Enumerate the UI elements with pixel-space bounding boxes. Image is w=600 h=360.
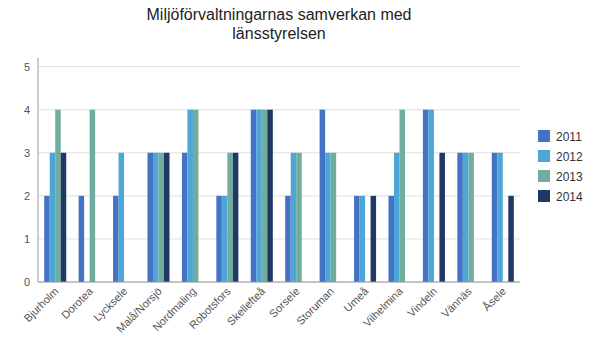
x-tick-label: Vilhelmina — [361, 284, 406, 329]
grid-line — [38, 238, 520, 239]
bar — [492, 153, 498, 282]
bar — [50, 153, 56, 282]
x-tick-label: Bjurholm — [21, 285, 60, 324]
legend-label: 2012 — [556, 150, 583, 164]
bar — [439, 153, 445, 282]
bars — [44, 110, 514, 282]
x-tick-label: Storuman — [294, 285, 336, 327]
y-tick-label: 4 — [24, 104, 30, 116]
legend: 2011 2012 2013 2014 — [538, 130, 583, 204]
legend-swatch — [538, 170, 550, 182]
bar — [267, 110, 273, 282]
legend-swatch — [538, 190, 550, 202]
x-tick-label: Vännäs — [439, 285, 474, 320]
bar — [227, 153, 233, 282]
bar — [463, 153, 469, 282]
x-tick-label: Dorotea — [59, 284, 96, 321]
grid-line — [38, 195, 520, 196]
x-axis-line — [38, 282, 520, 283]
bar — [320, 110, 326, 282]
bar — [360, 196, 366, 282]
bar — [90, 110, 96, 282]
bar — [222, 196, 228, 282]
bar — [216, 196, 222, 282]
grid-line — [38, 109, 520, 110]
grid-line — [38, 282, 520, 283]
bar — [44, 196, 50, 282]
x-tick-label: Robotsfors — [187, 285, 233, 331]
bar — [325, 153, 331, 282]
x-tick-label: Umeå — [341, 284, 371, 314]
bar — [423, 110, 429, 282]
bar — [79, 196, 85, 282]
grid-line — [38, 66, 520, 67]
bar — [233, 153, 239, 282]
y-tick-label: 0 — [24, 276, 30, 288]
x-tick-label: Sorsele — [267, 285, 302, 320]
y-axis-line — [38, 58, 39, 282]
bar — [262, 110, 268, 282]
bar — [291, 153, 297, 282]
x-tick-label: Åsele — [480, 285, 508, 313]
bar — [187, 110, 193, 282]
legend-label: 2014 — [556, 190, 583, 204]
grid-line — [38, 152, 520, 153]
y-tick-label: 2 — [24, 190, 30, 202]
y-tick-label: 1 — [24, 233, 30, 245]
bar — [296, 153, 302, 282]
bar — [159, 153, 165, 282]
bar — [394, 153, 400, 282]
bar — [371, 196, 377, 282]
bar — [147, 153, 153, 282]
bar — [400, 110, 406, 282]
bar — [285, 196, 291, 282]
bar — [113, 196, 119, 282]
bar — [388, 196, 394, 282]
bar — [251, 110, 257, 282]
bar — [164, 153, 170, 282]
title: Miljöförvaltningarnas samverkan medlänss… — [147, 6, 412, 42]
legend-label: 2013 — [556, 170, 583, 184]
x-tick-label: Vindeln — [405, 285, 439, 319]
x-tick-label: Skellefteå — [225, 284, 268, 327]
grid — [38, 67, 520, 282]
bar — [61, 153, 67, 282]
bar — [354, 196, 360, 282]
bar — [153, 153, 159, 282]
bar — [119, 153, 125, 282]
bar — [497, 153, 503, 282]
bar — [256, 110, 262, 282]
bar — [457, 153, 463, 282]
bar — [468, 153, 474, 282]
bar — [508, 196, 514, 282]
bar — [428, 110, 434, 282]
y-tick-label: 5 — [24, 61, 30, 73]
bar — [331, 153, 337, 282]
legend-swatch — [538, 130, 550, 142]
legend-label: 2011 — [556, 130, 582, 144]
bar — [182, 153, 188, 282]
legend-swatch — [538, 150, 550, 162]
y-tick-label: 3 — [24, 147, 30, 159]
chart: Miljöförvaltningarnas samverkan medlänss… — [0, 0, 600, 360]
bar — [193, 110, 199, 282]
bar — [55, 110, 61, 282]
